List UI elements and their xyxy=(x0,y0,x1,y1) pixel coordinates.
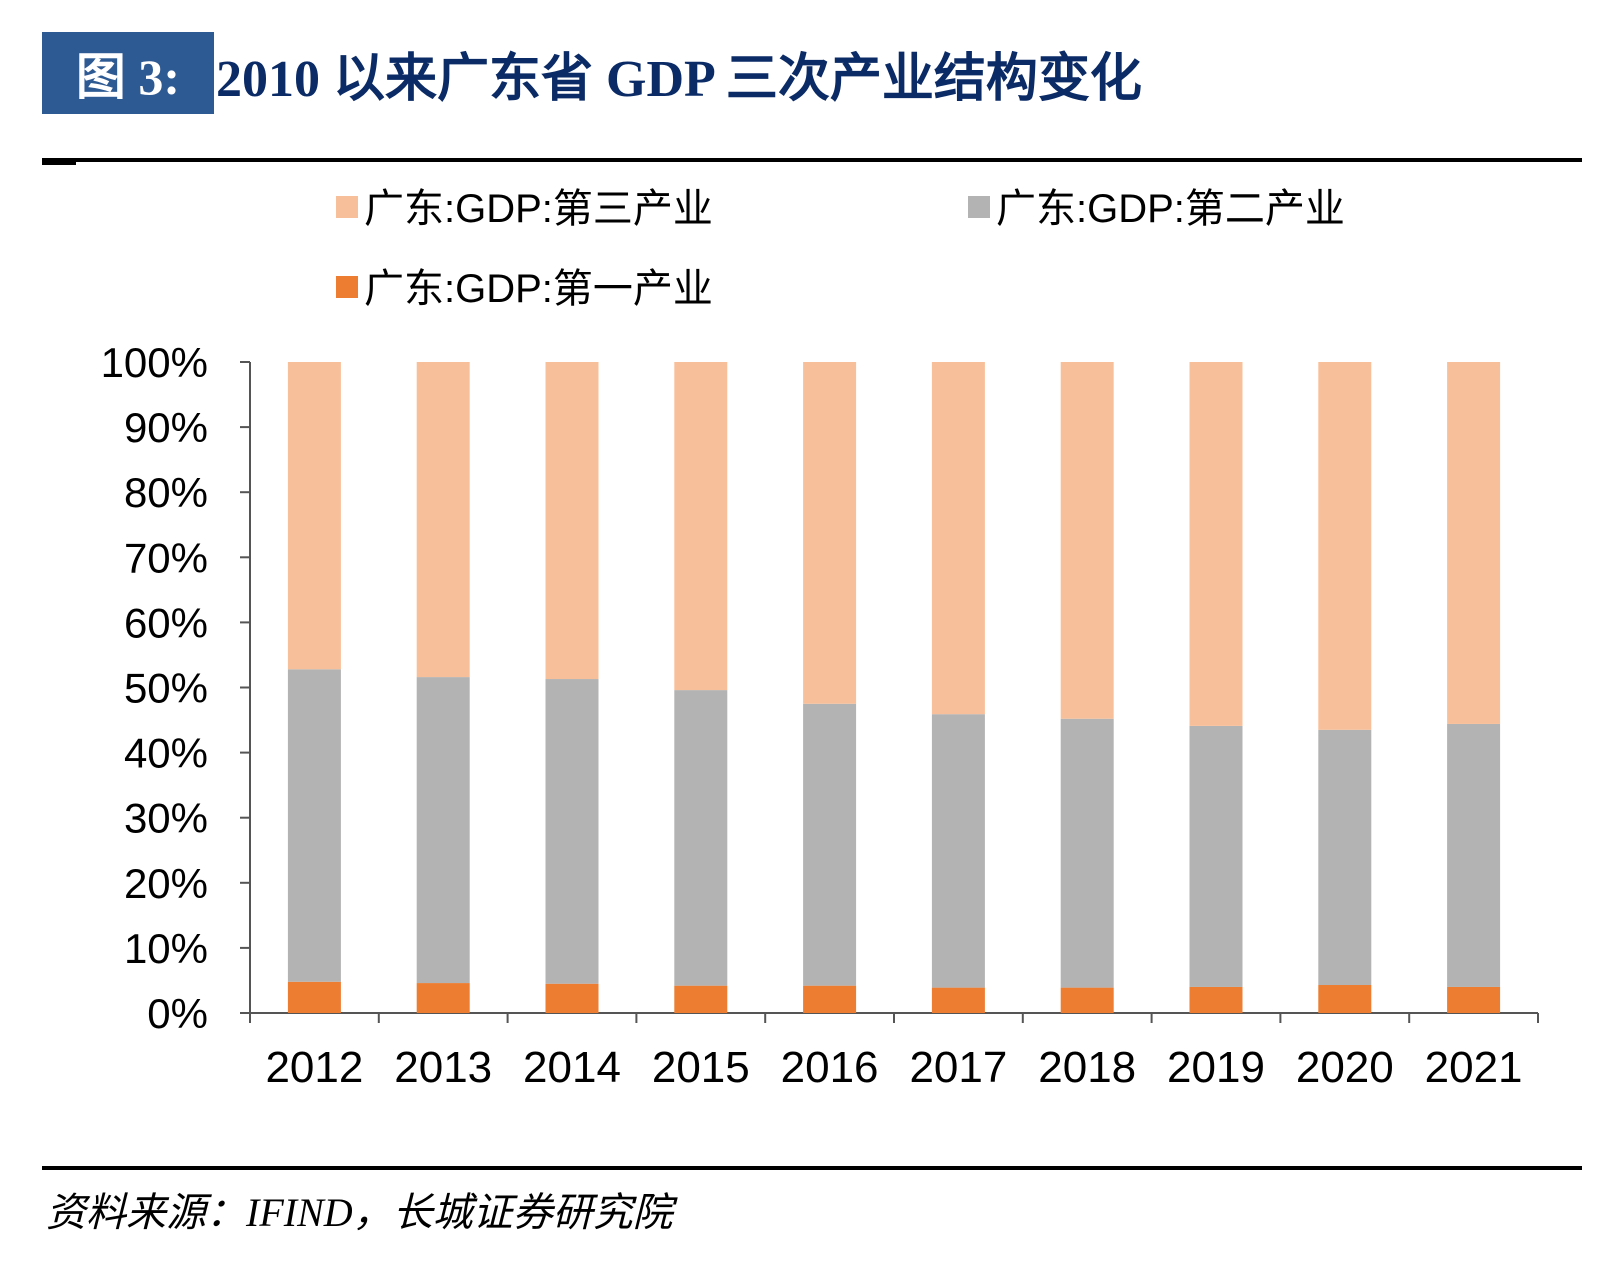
legend-swatch xyxy=(336,196,358,218)
y-tick-label: 100% xyxy=(101,339,208,386)
legend-swatch xyxy=(336,276,358,298)
bar-segment-2014 xyxy=(545,983,599,1013)
y-tick-label: 60% xyxy=(124,599,208,646)
y-tick-label: 90% xyxy=(124,404,208,451)
bar-segment-2013 xyxy=(416,677,470,984)
bar-segment-2012 xyxy=(287,669,341,982)
x-tick-label: 2018 xyxy=(1038,1043,1136,1092)
bar-segment-2018 xyxy=(1060,362,1114,719)
y-tick-label: 50% xyxy=(124,665,208,712)
bar-segment-2012 xyxy=(287,981,341,1013)
x-tick-label: 2014 xyxy=(523,1043,621,1092)
bar-segment-2017 xyxy=(931,362,985,715)
legend-label: 广东:GDP:第一产业 xyxy=(364,267,713,311)
bar-segment-2015 xyxy=(674,362,728,691)
y-tick-label: 0% xyxy=(147,990,208,1037)
x-tick-label: 2021 xyxy=(1425,1043,1523,1092)
x-tick-label: 2016 xyxy=(781,1043,879,1092)
bar-segment-2021 xyxy=(1447,723,1501,987)
bar-segment-2016 xyxy=(803,703,857,986)
y-tick-label: 30% xyxy=(124,795,208,842)
bar-segment-2019 xyxy=(1189,725,1243,987)
bar-segment-2015 xyxy=(674,690,728,986)
bar-segment-2021 xyxy=(1447,362,1501,724)
bottom-rule xyxy=(42,1166,1582,1170)
bar-segment-2013 xyxy=(416,983,470,1013)
bar-segment-2016 xyxy=(803,362,857,704)
bar-segment-2019 xyxy=(1189,362,1243,726)
bar-segment-2012 xyxy=(287,362,341,670)
figure-title-bar: 图 3: 2010 以来广东省 GDP 三次产业结构变化 xyxy=(42,32,1142,114)
bar-segment-2013 xyxy=(416,362,470,678)
y-tick-label: 20% xyxy=(124,860,208,907)
x-tick-label: 2019 xyxy=(1167,1043,1265,1092)
bar-segment-2014 xyxy=(545,362,599,680)
bar-segment-2018 xyxy=(1060,987,1114,1013)
y-tick-label: 80% xyxy=(124,469,208,516)
bar-segment-2017 xyxy=(931,714,985,988)
figure-label: 图 3: xyxy=(42,32,214,114)
bar-segment-2020 xyxy=(1318,985,1372,1013)
top-rule-accent xyxy=(42,162,76,165)
bar-segment-2014 xyxy=(545,679,599,984)
legend-label: 广东:GDP:第二产业 xyxy=(996,187,1345,231)
bar-segment-2019 xyxy=(1189,986,1243,1013)
x-tick-label: 2020 xyxy=(1296,1043,1394,1092)
x-tick-label: 2012 xyxy=(265,1043,363,1092)
source-note: 资料来源：IFIND，长城证券研究院 xyxy=(46,1190,673,1235)
bar-segment-2018 xyxy=(1060,718,1114,988)
legend-swatch xyxy=(968,196,990,218)
top-rule xyxy=(42,158,1582,162)
bar-segment-2017 xyxy=(931,987,985,1013)
bar-segment-2021 xyxy=(1447,986,1501,1013)
bar-segment-2016 xyxy=(803,985,857,1013)
x-tick-label: 2017 xyxy=(909,1043,1007,1092)
y-tick-label: 70% xyxy=(124,534,208,581)
figure-title: 2010 以来广东省 GDP 三次产业结构变化 xyxy=(216,50,1142,108)
y-tick-label: 10% xyxy=(124,925,208,972)
y-tick-label: 40% xyxy=(124,730,208,777)
bar-segment-2015 xyxy=(674,985,728,1013)
bar-segment-2020 xyxy=(1318,362,1372,730)
bar-segment-2020 xyxy=(1318,729,1372,986)
x-tick-label: 2013 xyxy=(394,1043,492,1092)
legend-label: 广东:GDP:第三产业 xyxy=(364,187,713,231)
x-tick-label: 2015 xyxy=(652,1043,750,1092)
